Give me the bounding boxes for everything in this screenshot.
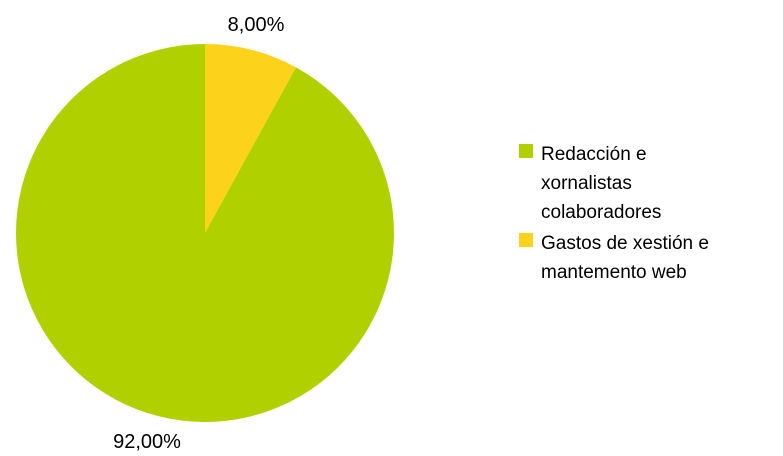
legend-label-redaccion-line-2: xornalistas [541, 173, 632, 194]
legend-label-redaccion-line-1: Redacción e [541, 144, 647, 165]
slice-label-gastos: 8,00% [228, 14, 285, 36]
legend-label-gastos-line-2: mantemento web [541, 262, 687, 283]
legend-label-gastos-line-1: Gastos de xestión e [541, 233, 709, 254]
pie-slice-1 [15, 44, 395, 422]
legend-swatch-gastos [519, 233, 533, 247]
legend-item-redaccion: Redacción e xornalistas colaboradores [519, 140, 779, 227]
legend-swatch-redaccion [519, 144, 533, 158]
chart-legend: Redacción e xornalistas colaboradores Ga… [519, 140, 779, 289]
slice-label-redaccion: 92,00% [113, 431, 181, 453]
legend-item-gastos: Gastos de xestión e mantemento web [519, 229, 779, 287]
legend-label-redaccion-line-3: colaboradores [541, 202, 662, 223]
pie-slices [15, 44, 395, 422]
pie-slice-0 [205, 44, 297, 233]
